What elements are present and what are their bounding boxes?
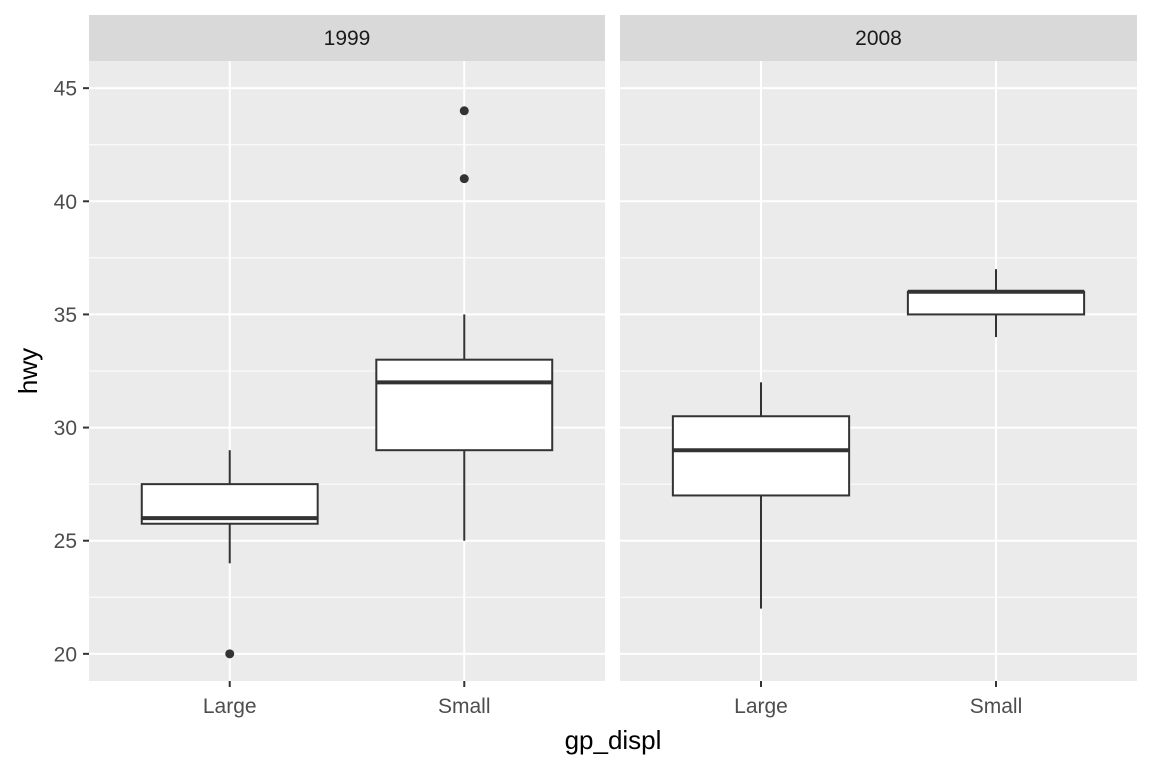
- x-tick-label: Large: [734, 695, 788, 718]
- y-tick-label: 40: [54, 191, 77, 214]
- y-tick-label: 45: [54, 78, 77, 101]
- box-rect: [906, 290, 1086, 316]
- outlier-point: [459, 174, 469, 184]
- x-tick-label: Small: [438, 695, 491, 718]
- y-tick-label: 25: [54, 530, 77, 553]
- x-tick-label: Small: [970, 695, 1023, 718]
- facet-panel-1999: 1999 Large Small: [89, 15, 605, 718]
- y-tick-label: 30: [54, 417, 77, 440]
- facet-panel-2008: 2008 Large Small: [620, 15, 1137, 718]
- box-1999-Large: [140, 450, 319, 659]
- x-axis-title: gp_displ: [565, 725, 662, 755]
- y-tick-label: 35: [54, 304, 77, 327]
- facet-strip: [89, 15, 605, 61]
- facet-strip: [620, 15, 1137, 61]
- facet-strip-label: 1999: [324, 27, 371, 50]
- box-2008-Small: [906, 269, 1086, 338]
- y-axis-title: hwy: [13, 348, 43, 394]
- box-rect: [671, 415, 851, 497]
- facet-strip-label: 2008: [855, 27, 902, 50]
- outlier-point: [459, 106, 469, 116]
- x-tick-label: Large: [203, 695, 257, 718]
- box-2008-Large: [671, 382, 851, 609]
- y-tick-label: 20: [54, 643, 77, 666]
- box-rect: [375, 358, 554, 452]
- outlier-point: [225, 649, 235, 659]
- box-1999-Small: [375, 106, 554, 541]
